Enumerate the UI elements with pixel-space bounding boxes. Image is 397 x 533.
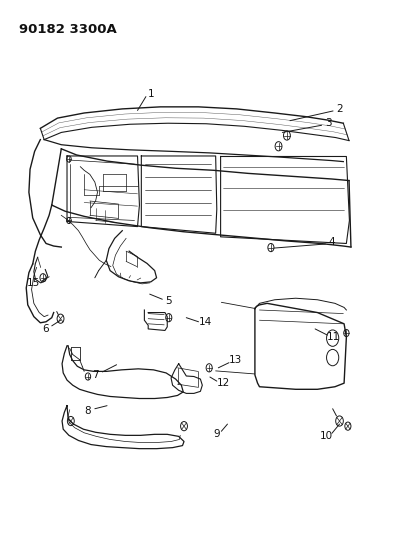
Text: 6: 6 [42, 324, 48, 334]
Text: 14: 14 [199, 317, 212, 327]
Text: 2: 2 [336, 104, 343, 114]
Text: 15: 15 [27, 278, 40, 288]
Text: 4: 4 [329, 237, 335, 247]
Text: 1: 1 [148, 88, 154, 99]
Text: 9: 9 [214, 429, 220, 439]
Text: 8: 8 [85, 406, 91, 416]
Text: 13: 13 [229, 354, 243, 365]
Text: 90182 3300A: 90182 3300A [19, 23, 117, 36]
Text: 11: 11 [327, 332, 340, 342]
Text: 3: 3 [325, 118, 331, 128]
Text: 7: 7 [92, 370, 99, 380]
Text: 5: 5 [165, 296, 172, 306]
Text: 12: 12 [217, 378, 230, 388]
Text: 10: 10 [320, 431, 333, 441]
